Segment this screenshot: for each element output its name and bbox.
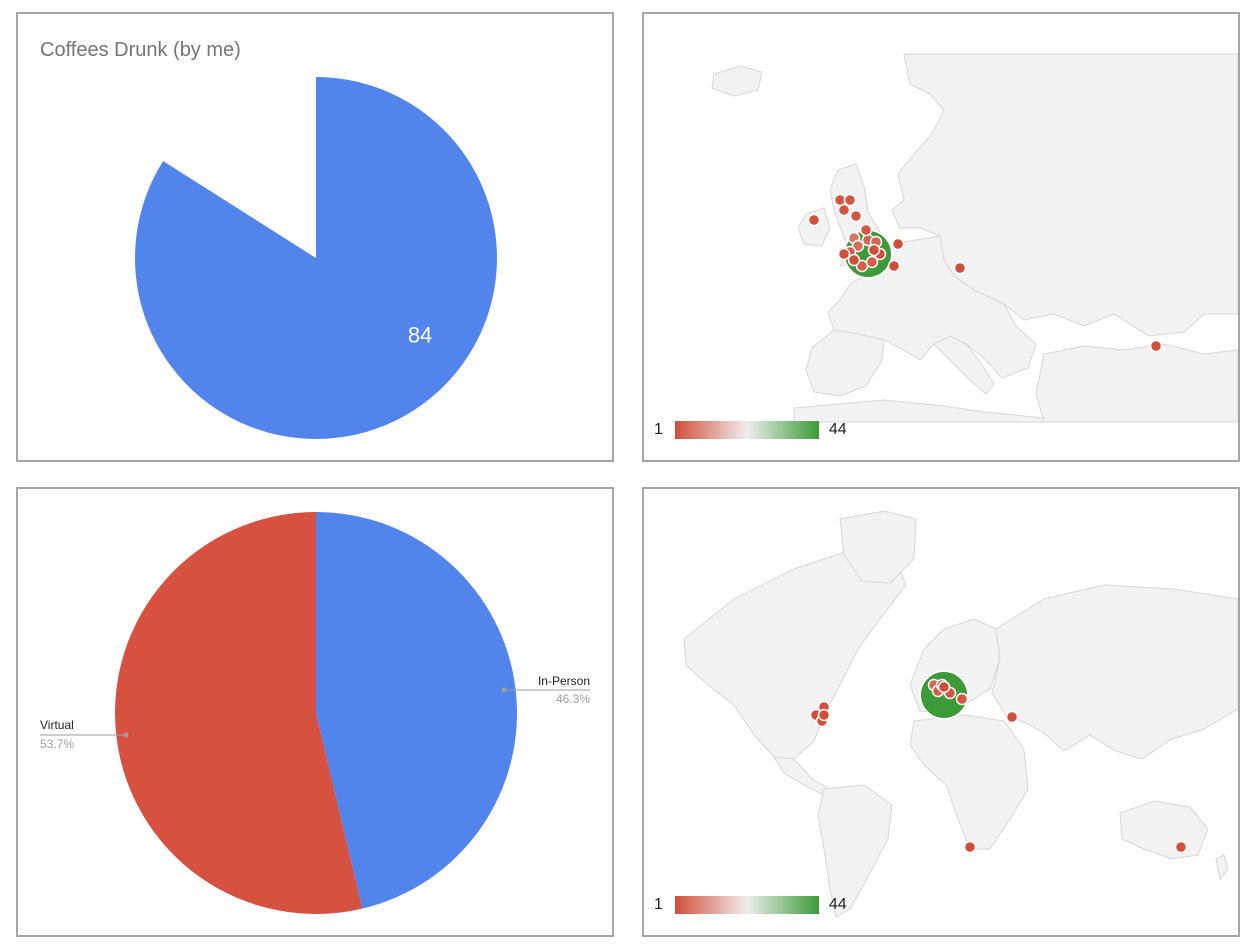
map-bubble[interactable]	[859, 223, 873, 237]
map-bubble[interactable]	[1174, 840, 1188, 854]
virtual-label: Virtual	[40, 718, 74, 732]
map-bubble[interactable]	[865, 255, 879, 269]
legend-min-label: 1	[654, 421, 663, 438]
legend-min-label: 1	[654, 896, 663, 913]
pie-slice-1	[163, 77, 316, 258]
world-bubbles	[809, 670, 1188, 854]
in-person-percent: 46.3%	[556, 692, 590, 706]
legend-gradient-bar	[674, 896, 819, 914]
coffees-pie-panel: Coffees Drunk (by me) 84	[16, 12, 614, 462]
europe-land	[711, 53, 1238, 423]
map-bubble[interactable]	[867, 243, 881, 257]
in-person-label: In-Person	[538, 674, 590, 688]
pie-slice-value-label: 84	[408, 322, 432, 347]
pie-slice-0	[316, 512, 518, 909]
legend-gradient-bar	[674, 421, 819, 439]
map-bubble[interactable]	[807, 213, 821, 227]
map-bubble[interactable]	[837, 247, 851, 261]
map-bubble[interactable]	[887, 259, 901, 273]
meeting-type-pie-panel: In-Person 46.3% Virtual 53.7%	[16, 487, 614, 937]
map-bubble[interactable]	[817, 708, 831, 722]
world-land	[683, 510, 1238, 918]
map-bubble[interactable]	[1149, 339, 1163, 353]
map-bubble[interactable]	[1005, 710, 1019, 724]
coffees-pie-chart: Coffees Drunk (by me) 84	[40, 39, 497, 439]
map-bubble[interactable]	[849, 209, 863, 223]
legend-max-label: 44	[828, 896, 847, 913]
map-bubble[interactable]	[891, 237, 905, 251]
europe-map-panel: 1 44	[642, 12, 1240, 462]
map-bubble[interactable]	[953, 261, 967, 275]
map-bubble[interactable]	[963, 840, 977, 854]
legend-max-label: 44	[828, 421, 847, 438]
world-color-legend: 1 44	[654, 895, 847, 915]
meeting-type-pie-chart: In-Person 46.3% Virtual 53.7%	[40, 512, 590, 914]
map-bubble[interactable]	[843, 193, 857, 207]
coffees-pie-title: Coffees Drunk (by me)	[40, 39, 241, 61]
world-map	[683, 510, 1238, 918]
map-bubble[interactable]	[847, 253, 861, 267]
map-bubble[interactable]	[937, 680, 951, 694]
pie-slice-1	[115, 512, 363, 914]
europe-map	[644, 53, 1238, 423]
europe-bubbles	[807, 193, 1163, 353]
world-map-panel: 1 44	[642, 487, 1240, 937]
map-bubble[interactable]	[955, 692, 969, 706]
virtual-percent: 53.7%	[40, 737, 74, 751]
europe-color-legend: 1 44	[654, 420, 847, 440]
